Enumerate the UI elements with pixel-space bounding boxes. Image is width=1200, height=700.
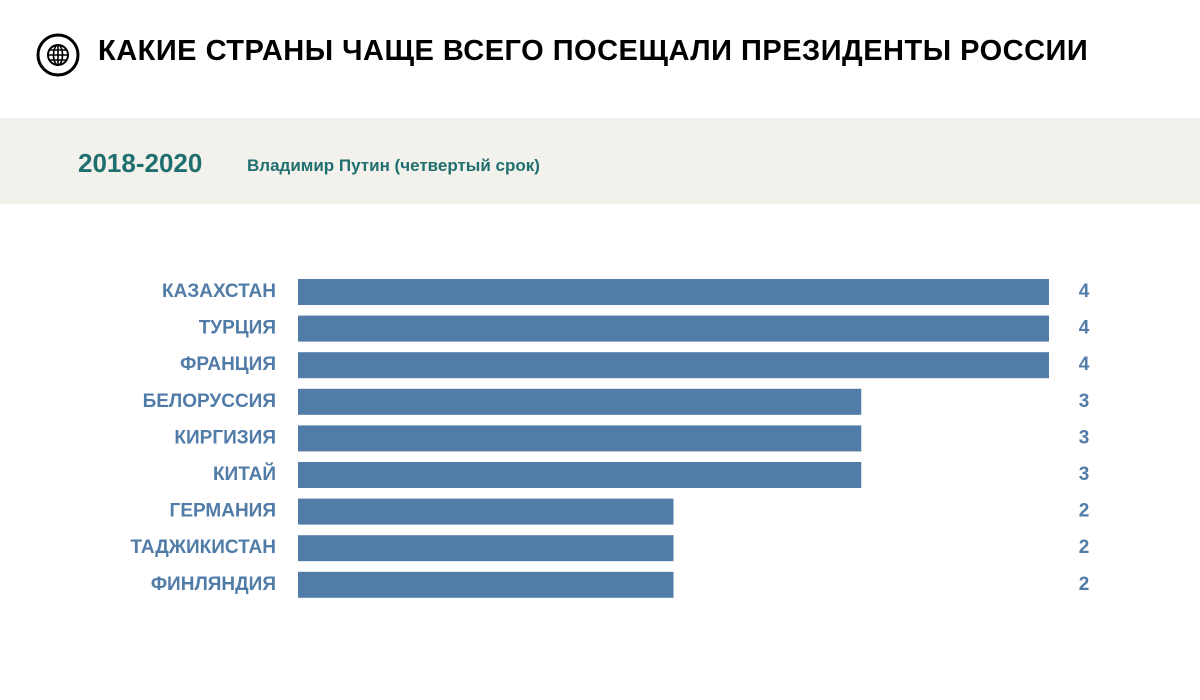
bar — [298, 352, 1049, 379]
bar-chart: КАЗАХСТАН 4 ТУРЦИЯ 4 ФРАНЦИЯ 4 БЕЛОРУССИЯ 3 КИРГ… — [0, 204, 1200, 700]
category-label: ТАДЖИКИСТАН — [130, 537, 276, 558]
category-label: ГЕРМАНИЯ — [170, 501, 276, 522]
value-label: 4 — [1079, 318, 1090, 339]
category-label: КИТАЙ — [213, 463, 276, 485]
value-label: 3 — [1079, 391, 1090, 412]
period-years: 2018-2020 — [78, 148, 203, 178]
value-label: 3 — [1079, 464, 1090, 485]
category-label: ТУРЦИЯ — [199, 318, 276, 339]
bar-chart-svg: КАЗАХСТАН 4 ТУРЦИЯ 4 ФРАНЦИЯ 4 БЕЛОРУССИЯ 3 КИРГ… — [130, 279, 1090, 598]
period-band: 2018-2020 Владимир Путин (четвертый срок… — [0, 118, 1200, 204]
value-label: 2 — [1079, 537, 1090, 558]
category-label: ФРАНЦИЯ — [180, 354, 276, 375]
value-label: 4 — [1079, 281, 1090, 302]
bar — [298, 279, 1049, 305]
value-label: 2 — [1079, 501, 1090, 522]
value-label: 4 — [1079, 354, 1090, 375]
page-title: КАКИЕ СТРАНЫ ЧАЩЕ ВСЕГО ПОСЕЩАЛИ ПРЕЗИДЕ… — [98, 35, 1089, 67]
header: КАКИЕ СТРАНЫ ЧАЩЕ ВСЕГО ПОСЕЩАЛИ ПРЕЗИДЕ… — [0, 0, 1200, 118]
bar — [298, 571, 674, 598]
category-label: КАЗАХСТАН — [162, 281, 276, 302]
bar — [298, 315, 1049, 342]
category-label: КИРГИЗИЯ — [174, 427, 276, 448]
category-label: ФИНЛЯНДИЯ — [151, 574, 276, 595]
globe-icon — [36, 33, 80, 77]
category-label: БЕЛОРУССИЯ — [143, 391, 276, 412]
bar — [298, 535, 674, 562]
bar — [298, 498, 674, 525]
bar — [298, 425, 862, 452]
value-label: 3 — [1079, 427, 1090, 448]
bar — [298, 388, 862, 415]
bar — [298, 462, 862, 488]
value-label: 2 — [1079, 574, 1090, 595]
period-description: Владимир Путин (четвертый срок) — [247, 156, 540, 175]
